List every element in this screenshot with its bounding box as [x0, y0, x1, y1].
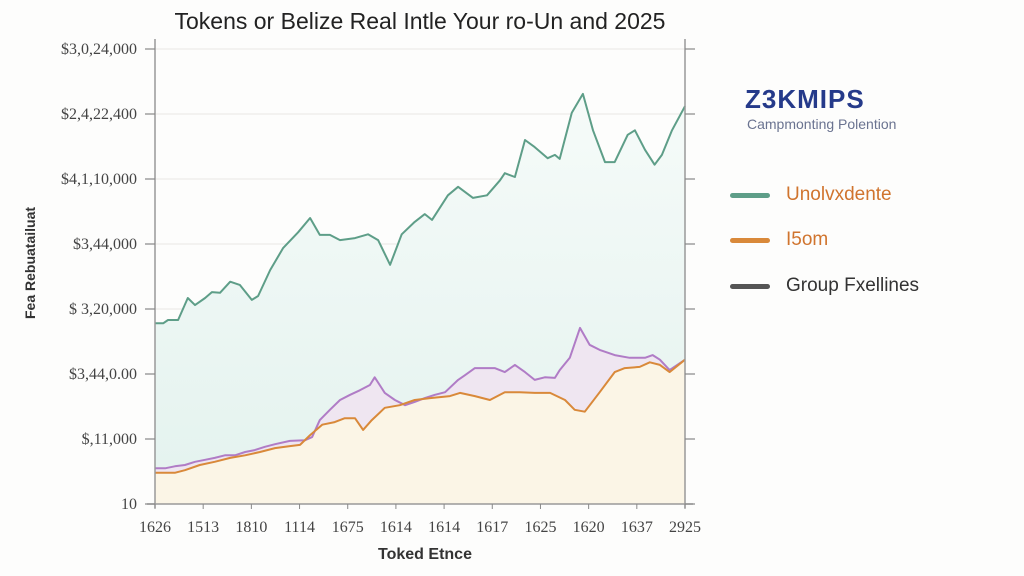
- legend-swatch: [730, 192, 770, 198]
- x-tick-label: 1626: [139, 519, 171, 536]
- x-tick-label: 1810: [235, 519, 267, 536]
- series-area-purple: [155, 327, 685, 473]
- x-axis-label: Toked Etnce: [378, 546, 472, 563]
- legend-label: I5om: [786, 229, 829, 250]
- series-line-green: [155, 92, 686, 325]
- legend-swatch: [730, 237, 770, 243]
- x-tick-label: 1114: [284, 519, 315, 536]
- y-tick-label: $,11,000: [82, 431, 137, 448]
- y-tick-label: $4,1,10,000: [61, 171, 137, 188]
- x-tick-label: 1675: [332, 519, 364, 536]
- legend-item: I5om: [730, 229, 828, 251]
- legend-swatch: [730, 283, 770, 289]
- y-tick-label: 10: [121, 496, 137, 513]
- x-tick-label: 1620: [573, 519, 605, 536]
- chart-title: Tokens or Belize Real Intle Your ro-Un a…: [174, 8, 666, 34]
- legend-item: Group Fxellines: [730, 275, 919, 297]
- y-tick-label: $3,44,000: [73, 236, 137, 253]
- x-tick-label: 1617: [476, 519, 508, 536]
- legend-label: Unolvxdente: [786, 184, 892, 205]
- series-line-orange: [155, 358, 686, 474]
- legend-label: Group Fxellines: [786, 275, 920, 296]
- x-tick-label: 1513: [187, 519, 219, 536]
- x-tick-label: 1637: [621, 519, 653, 536]
- y-tick-label: $2,4,22,400: [61, 106, 137, 123]
- legend-item: Unolvxdente: [730, 184, 892, 206]
- x-tick-label: 2925: [669, 519, 701, 536]
- series-line-purple: [155, 326, 686, 470]
- y-tick-label: $ 3,20,000: [69, 301, 137, 318]
- x-tick-label: 1614: [428, 519, 460, 536]
- series-area-orange: [155, 359, 685, 504]
- logo-subtitle: Campmonting Polention: [747, 116, 897, 132]
- y-tick-label: $3,0,24,000: [61, 41, 137, 58]
- logo: Z3KMIPS: [745, 84, 865, 114]
- y-tick-label: $3,44,0.00: [69, 366, 137, 383]
- x-tick-label: 1625: [524, 519, 556, 536]
- x-tick-label: 1614: [380, 519, 412, 536]
